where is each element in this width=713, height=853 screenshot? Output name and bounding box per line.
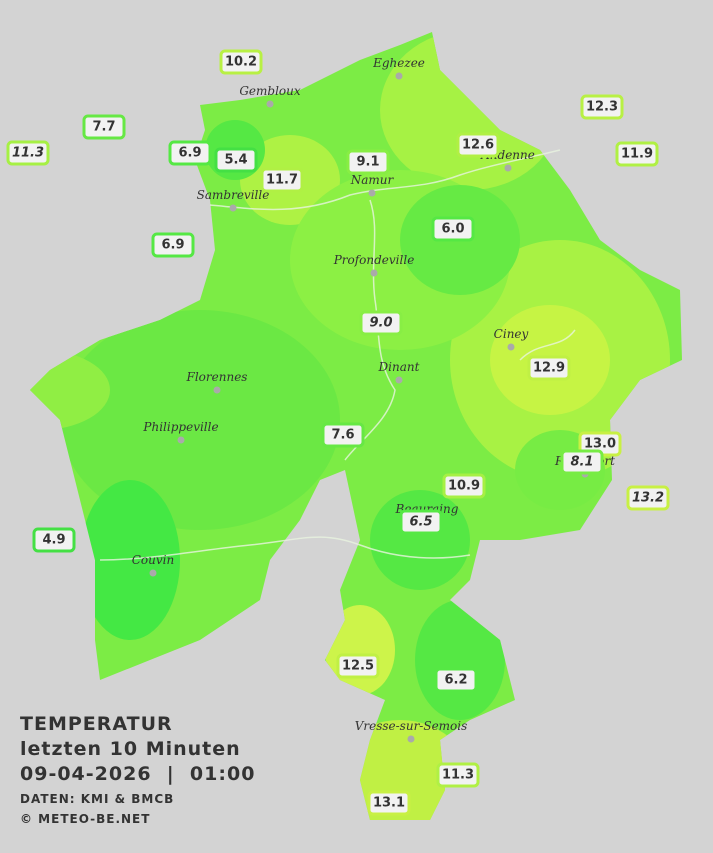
station-value: 13.2	[632, 491, 664, 506]
station-value: 6.0	[441, 222, 464, 237]
city-dot	[368, 189, 376, 197]
station-value: 10.2	[225, 55, 257, 70]
station-value: 12.3	[586, 100, 618, 115]
station-box	[219, 49, 263, 75]
station-value: 10.9	[448, 479, 480, 494]
station-value: 5.4	[224, 153, 247, 168]
city-dot	[229, 204, 237, 212]
station-box	[399, 509, 443, 535]
station-value: 13.0	[584, 437, 616, 452]
timestamp: 09-04-2026 | 01:00	[20, 763, 255, 785]
station-value: 9.1	[356, 155, 379, 170]
title: TEMPERATUR	[20, 713, 173, 735]
station-value: 4.9	[42, 533, 65, 548]
station-value: 11.3	[12, 146, 44, 161]
city-dot	[213, 386, 221, 394]
station-box	[442, 473, 486, 499]
station-value: 6.5	[409, 515, 432, 530]
station-box	[214, 147, 258, 173]
station-box	[560, 449, 604, 475]
city-label: Namur	[350, 173, 395, 187]
station-box	[527, 355, 571, 381]
city-label: Philippeville	[142, 420, 218, 434]
city-label: Gembloux	[239, 84, 301, 98]
station-value: 11.9	[621, 147, 653, 162]
station-value: 12.9	[533, 361, 565, 376]
station-box	[580, 94, 624, 120]
station-value: 6.2	[444, 673, 467, 688]
station-box	[436, 762, 480, 788]
city-label: Ciney	[494, 327, 529, 341]
station-box	[456, 132, 500, 158]
station-box	[346, 149, 390, 175]
city-dot	[395, 376, 403, 384]
city-dot	[407, 735, 415, 743]
station-value: 12.5	[342, 659, 374, 674]
station-value: 11.3	[442, 768, 474, 783]
station-value: 13.1	[373, 796, 405, 811]
station-box	[359, 310, 403, 336]
station-value: 6.9	[161, 238, 184, 253]
station-value: 7.6	[331, 428, 354, 443]
station-value: 9.0	[369, 316, 392, 331]
station-box	[260, 167, 304, 193]
city-label: Couvin	[132, 553, 174, 567]
city-label: Eghezee	[372, 56, 425, 70]
city-dot	[507, 343, 515, 351]
station-box	[6, 140, 50, 166]
source: DATEN: KMI & BMCB	[20, 792, 174, 806]
station-box	[321, 422, 365, 448]
stations: 10.2 7.7 11.3 6.9 5.4 11.7 9.1 12.6 12.3 11.9 6.9 6…	[6, 49, 670, 816]
copyright: © METEO-BE.NET	[20, 812, 150, 826]
subtitle: letzten 10 Minuten	[20, 738, 241, 760]
station-box	[434, 667, 478, 693]
city-dot	[149, 569, 157, 577]
city-label: Profondeville	[333, 253, 415, 267]
station-value: 11.7	[266, 173, 298, 188]
station-value: 12.6	[462, 138, 494, 153]
city-dot	[395, 72, 403, 80]
station-value: 8.1	[570, 455, 593, 470]
station-box	[626, 485, 670, 511]
station-box	[32, 527, 76, 553]
station-box	[615, 141, 659, 167]
station-box	[367, 790, 411, 816]
station-box	[431, 216, 475, 242]
station-value: 7.7	[92, 120, 115, 135]
station-box	[151, 232, 195, 258]
city-dot	[504, 164, 512, 172]
city-label: Sambreville	[197, 188, 270, 202]
station-box	[336, 653, 380, 679]
city-dot	[266, 100, 274, 108]
station-box	[168, 140, 212, 166]
city-label: Florennes	[186, 370, 248, 384]
city-dot	[177, 436, 185, 444]
station-value: 6.9	[178, 146, 201, 161]
city-label: Dinant	[378, 360, 420, 374]
station-box	[82, 114, 126, 140]
rivers	[99, 149, 576, 561]
city-label: Vresse-sur-Semois	[355, 719, 468, 733]
city-dot	[370, 269, 378, 277]
